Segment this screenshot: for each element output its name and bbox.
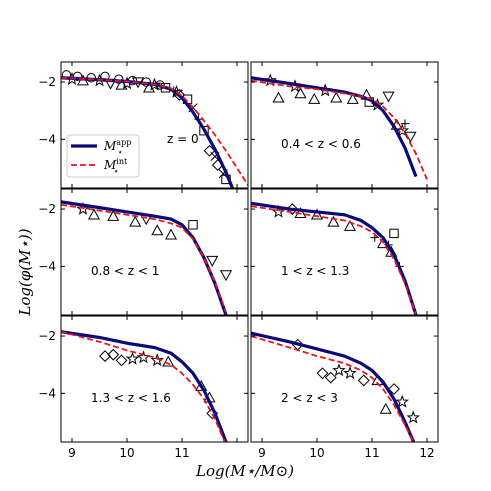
data-point-triangle — [308, 92, 321, 104]
data-point-triangle — [346, 92, 359, 104]
data-point-star — [406, 410, 421, 424]
data-point-triangle — [151, 224, 164, 236]
panel-label: z = 0 — [167, 132, 199, 146]
int-curve — [61, 76, 248, 186]
y-tick-label: −2 — [38, 75, 56, 89]
data-point-triangle — [87, 208, 101, 220]
plot-area — [61, 70, 248, 188]
plot-area — [61, 200, 233, 315]
y-tick-label: −2 — [38, 329, 56, 343]
int-curve — [251, 205, 417, 315]
panel-label: 1.3 < z < 1.6 — [91, 391, 171, 405]
plot-area — [251, 331, 421, 442]
panel-label: 0.8 < z < 1 — [91, 264, 159, 278]
plot-area — [251, 201, 418, 315]
data-point-tridown — [219, 270, 233, 282]
x-tick-label: 10 — [309, 446, 324, 460]
data-point-star — [395, 394, 410, 408]
data-point-square — [188, 220, 198, 230]
data-point-star — [125, 351, 140, 365]
panel-frame — [60, 61, 249, 189]
plot-area — [61, 330, 228, 442]
data-point-tridown — [206, 255, 219, 267]
legend: Mapp ⋆Mint ⋆ — [66, 134, 140, 178]
panel-3: −4 −2 0.8 < z < 1 — [38, 188, 249, 316]
data-point-triangle — [115, 78, 128, 90]
legend-label: Mapp ⋆ — [103, 138, 131, 158]
app-curve — [251, 201, 418, 315]
panels: −4 −2 z = 0 0.4 < z < 0.6 −4 −2 0.8 < z < 1 1 <… — [38, 61, 439, 460]
data-point-triangle — [310, 208, 324, 220]
panel-label: 2 < z < 3 — [281, 391, 338, 405]
y-tick-label: −4 — [38, 386, 56, 400]
y-tick-label: −2 — [38, 202, 56, 216]
plot-area — [251, 73, 428, 180]
data-point-diamond — [388, 383, 400, 395]
data-point-triangle — [294, 87, 307, 99]
data-point-triangle — [142, 81, 156, 93]
data-point-star — [136, 350, 151, 364]
data-point-diamond — [286, 203, 299, 215]
x-tick-label: 11 — [174, 446, 189, 460]
data-point-triangle — [327, 215, 340, 227]
data-point-triangle — [195, 379, 208, 391]
panel-1: −4 −2 z = 0 — [38, 61, 249, 189]
data-point-triangle — [162, 355, 175, 367]
data-point-diamond — [203, 144, 216, 157]
panel-label: 1 < z < 1.3 — [281, 264, 349, 278]
y-axis-label: Log(φ(M⋆)) — [16, 228, 34, 316]
data-point-tridown — [382, 91, 395, 103]
data-point-triangle — [330, 91, 343, 103]
y-tick-label: −4 — [38, 132, 56, 146]
data-point-triangle — [343, 219, 357, 231]
app-curve — [251, 331, 416, 442]
data-point-tridown — [404, 131, 417, 143]
data-point-diamond — [99, 350, 111, 362]
int-curve — [251, 79, 428, 180]
data-point-triangle — [164, 228, 178, 240]
panel-6: 9 10 11 12 2 < z < 3 — [250, 315, 439, 460]
panel-frame — [250, 61, 439, 189]
panel-2: 0.4 < z < 0.6 — [250, 61, 439, 189]
data-point-plus — [400, 119, 410, 128]
app-curve — [61, 330, 228, 442]
panel-label: 0.4 < z < 0.6 — [281, 137, 361, 151]
x-tick-label: 9 — [258, 446, 266, 460]
data-point-diamond — [324, 371, 337, 384]
data-point-diamond — [115, 354, 128, 367]
data-point-star — [343, 366, 357, 380]
data-point-triangle — [129, 215, 142, 227]
data-point-star — [150, 353, 165, 367]
x-tick-label: 9 — [68, 446, 76, 460]
panel-4: 1 < z < 1.3 — [250, 188, 439, 316]
y-tick-label: −4 — [38, 259, 56, 273]
int-curve — [61, 330, 226, 442]
panel-frame — [250, 188, 439, 316]
data-point-square — [389, 228, 399, 239]
data-point-diamond — [316, 367, 329, 380]
int-curve — [61, 203, 227, 313]
x-tick-label: 12 — [419, 446, 434, 460]
data-point-diamond — [107, 348, 120, 361]
data-point-triangle — [107, 209, 120, 221]
data-point-triangle — [272, 91, 285, 103]
data-point-star — [332, 363, 346, 377]
x-axis-label: Log(M⋆/M⊙) — [195, 462, 294, 480]
panel-frame — [60, 188, 249, 316]
legend-label: Mint ⋆ — [103, 157, 128, 177]
panel-frame — [250, 315, 439, 443]
panel-5: −4 −2 9 10 11 1.3 < z < 1.6 — [38, 315, 249, 460]
panel-frame — [60, 315, 249, 443]
data-point-triangle — [379, 402, 392, 414]
x-tick-label: 10 — [119, 446, 134, 460]
x-tick-label: 11 — [364, 446, 379, 460]
data-point-diamond — [357, 374, 370, 387]
int-curve — [251, 335, 415, 442]
